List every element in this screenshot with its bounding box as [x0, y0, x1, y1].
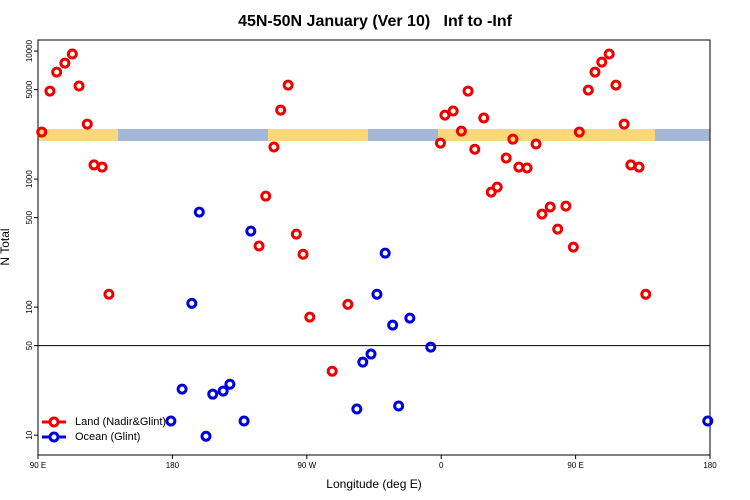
point	[96, 161, 108, 173]
point	[326, 365, 338, 377]
point	[351, 403, 363, 415]
point	[536, 208, 548, 220]
point	[342, 298, 354, 310]
legend-label: Ocean (Glint)	[75, 431, 140, 443]
point	[165, 415, 177, 427]
point	[491, 181, 503, 193]
point	[567, 241, 579, 253]
point	[193, 206, 205, 218]
point	[455, 125, 467, 137]
point	[379, 247, 391, 259]
point	[530, 138, 542, 150]
series	[165, 206, 714, 442]
x-tick-label: 90 E	[567, 461, 583, 470]
y-tick-label: 50	[25, 341, 34, 350]
surface-band	[38, 129, 710, 141]
chart-title: 45N-50N January (Ver 10) Inf to -Inf	[238, 13, 513, 30]
x-tick-label: 0	[439, 461, 444, 470]
y-tick-label: 500	[25, 210, 34, 224]
point	[51, 66, 63, 78]
point	[589, 66, 601, 78]
y-tick-label: 100	[25, 300, 34, 314]
point	[297, 248, 309, 260]
point	[439, 109, 451, 121]
point	[478, 112, 490, 124]
point	[469, 143, 481, 155]
y-tick-label: 5000	[25, 80, 34, 98]
point	[217, 385, 229, 397]
land-band	[438, 129, 655, 141]
x-tick-label: 90 W	[297, 461, 316, 470]
point	[365, 348, 377, 360]
point	[66, 48, 78, 60]
point	[393, 400, 405, 412]
point	[500, 152, 512, 164]
point	[59, 57, 71, 69]
y-tick-label: 10000	[25, 39, 34, 62]
point	[425, 341, 437, 353]
point	[610, 79, 622, 91]
point	[290, 228, 302, 240]
point	[702, 415, 714, 427]
point	[618, 118, 630, 130]
point	[73, 80, 85, 92]
x-tick-label: 180	[703, 461, 717, 470]
legend-marker	[48, 431, 60, 443]
point	[186, 297, 198, 309]
y-tick-label: 10	[25, 430, 34, 439]
series	[36, 48, 652, 377]
point	[207, 388, 219, 400]
point	[238, 415, 250, 427]
point	[304, 311, 316, 323]
point	[245, 225, 257, 237]
point	[268, 141, 280, 153]
point	[521, 162, 533, 174]
land-band	[268, 129, 368, 141]
point	[260, 190, 272, 202]
point	[552, 223, 564, 235]
point	[36, 126, 48, 138]
point	[176, 383, 188, 395]
point	[447, 105, 459, 117]
point	[200, 430, 212, 442]
point	[81, 118, 93, 130]
point	[103, 288, 115, 300]
point	[371, 288, 383, 300]
point	[560, 200, 572, 212]
point	[582, 84, 594, 96]
point	[596, 56, 608, 68]
plot-frame	[37, 39, 711, 456]
point	[357, 356, 369, 368]
point	[462, 85, 474, 97]
y-tick-label: 1000	[25, 170, 34, 188]
point	[44, 85, 56, 97]
x-tick-label: 180	[166, 461, 180, 470]
point	[507, 133, 519, 145]
point	[544, 201, 556, 213]
point	[640, 288, 652, 300]
point	[387, 319, 399, 331]
legend: Land (Nadir&Glint) Ocean (Glint)	[42, 416, 166, 443]
x-axis-label: Longitude (deg E)	[326, 477, 421, 491]
point	[404, 312, 416, 324]
point	[275, 104, 287, 116]
legend-label: Land (Nadir&Glint)	[75, 416, 166, 428]
y-axis-label: N Total	[0, 228, 12, 265]
point	[282, 79, 294, 91]
land-band	[38, 129, 118, 141]
point	[434, 137, 446, 149]
point	[224, 378, 236, 390]
legend-marker	[48, 416, 60, 428]
x-tick-label: 90 E	[30, 461, 46, 470]
point	[633, 161, 645, 173]
point	[603, 48, 615, 60]
point	[253, 240, 265, 252]
point	[573, 126, 585, 138]
